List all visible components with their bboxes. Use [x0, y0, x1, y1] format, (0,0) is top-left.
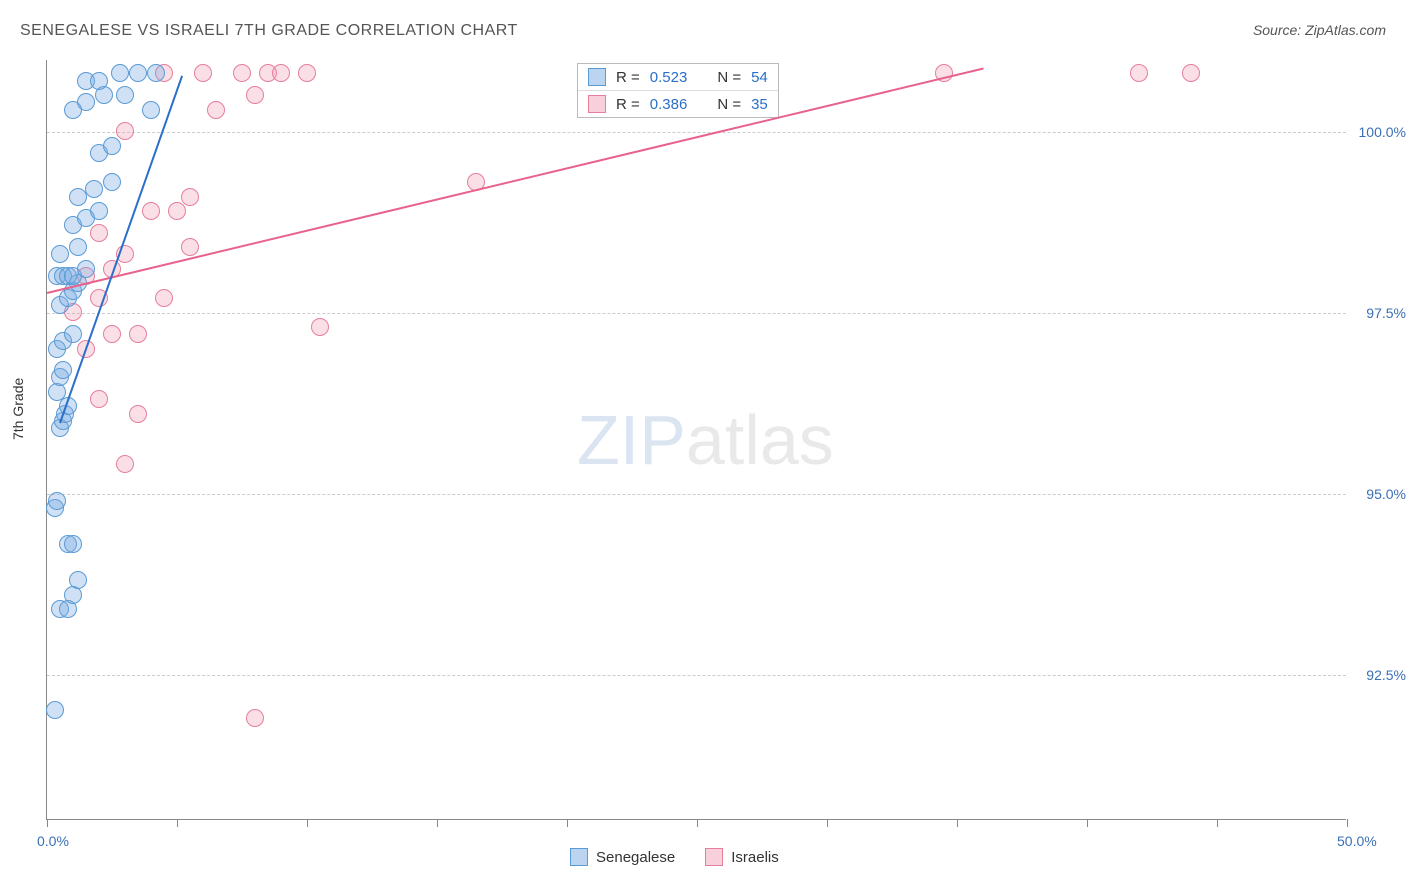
data-point [90, 202, 108, 220]
data-point [142, 101, 160, 119]
data-point [90, 224, 108, 242]
swatch-s1-icon [588, 68, 606, 86]
source-label: Source: ZipAtlas.com [1253, 22, 1386, 38]
data-point [129, 405, 147, 423]
data-point [77, 93, 95, 111]
data-point [54, 361, 72, 379]
gridline-h [47, 675, 1346, 676]
legend-item-s2: Israelis [705, 848, 779, 866]
stats-box: R = 0.523 N = 54 R = 0.386 N = 35 [577, 63, 779, 118]
x-tick [307, 819, 308, 827]
trend-line [47, 67, 983, 293]
y-tick-label: 97.5% [1366, 305, 1406, 321]
data-point [85, 180, 103, 198]
legend-label-s1: Senegalese [596, 849, 675, 866]
y-axis-title: 7th Grade [10, 378, 26, 440]
data-point [272, 64, 290, 82]
swatch-s2-icon [705, 848, 723, 866]
data-point [233, 64, 251, 82]
data-point [246, 709, 264, 727]
data-point [147, 64, 165, 82]
data-point [69, 571, 87, 589]
data-point [90, 72, 108, 90]
data-point [1182, 64, 1200, 82]
x-tick [957, 819, 958, 827]
n-value-s1: 54 [751, 69, 768, 86]
gridline-h [47, 132, 1346, 133]
n-label: N = [717, 96, 741, 113]
n-value-s2: 35 [751, 96, 768, 113]
stats-row-s2: R = 0.386 N = 35 [578, 91, 778, 117]
data-point [129, 325, 147, 343]
legend: Senegalese Israelis [570, 848, 779, 866]
x-tick [697, 819, 698, 827]
watermark: ZIPatlas [577, 400, 834, 480]
data-point [116, 122, 134, 140]
data-point [194, 64, 212, 82]
data-point [111, 64, 129, 82]
data-point [1130, 64, 1148, 82]
data-point [103, 137, 121, 155]
data-point [64, 535, 82, 553]
chart-title: SENEGALESE VS ISRAELI 7TH GRADE CORRELAT… [20, 22, 518, 40]
gridline-h [47, 313, 1346, 314]
data-point [181, 238, 199, 256]
data-point [51, 245, 69, 263]
swatch-s1-icon [570, 848, 588, 866]
data-point [116, 86, 134, 104]
data-point [246, 86, 264, 104]
x-tick [177, 819, 178, 827]
data-point [103, 173, 121, 191]
data-point [69, 238, 87, 256]
data-point [77, 260, 95, 278]
data-point [311, 318, 329, 336]
y-tick-label: 100.0% [1359, 124, 1406, 140]
x-tick [567, 819, 568, 827]
x-tick-label: 50.0% [1337, 833, 1377, 849]
x-tick [437, 819, 438, 827]
data-point [207, 101, 225, 119]
y-tick-label: 92.5% [1366, 667, 1406, 683]
x-tick [1087, 819, 1088, 827]
plot-area: ZIPatlas R = 0.523 N = 54 R = 0.386 N = … [46, 60, 1346, 820]
x-tick [1217, 819, 1218, 827]
r-label: R = [616, 69, 640, 86]
n-label: N = [717, 69, 741, 86]
data-point [298, 64, 316, 82]
data-point [103, 325, 121, 343]
stats-row-s1: R = 0.523 N = 54 [578, 64, 778, 91]
watermark-zip: ZIP [577, 401, 686, 479]
y-tick-label: 95.0% [1366, 486, 1406, 502]
data-point [168, 202, 186, 220]
x-tick [47, 819, 48, 827]
data-point [48, 492, 66, 510]
swatch-s2-icon [588, 95, 606, 113]
data-point [155, 289, 173, 307]
x-tick [827, 819, 828, 827]
data-point [142, 202, 160, 220]
x-tick [1347, 819, 1348, 827]
legend-item-s1: Senegalese [570, 848, 675, 866]
legend-label-s2: Israelis [731, 849, 779, 866]
data-point [129, 64, 147, 82]
r-value-s2: 0.386 [650, 96, 688, 113]
data-point [46, 701, 64, 719]
data-point [116, 455, 134, 473]
gridline-h [47, 494, 1346, 495]
data-point [90, 390, 108, 408]
r-value-s1: 0.523 [650, 69, 688, 86]
watermark-atlas: atlas [686, 401, 834, 479]
r-label: R = [616, 96, 640, 113]
data-point [181, 188, 199, 206]
x-tick-label: 0.0% [37, 833, 69, 849]
data-point [64, 325, 82, 343]
